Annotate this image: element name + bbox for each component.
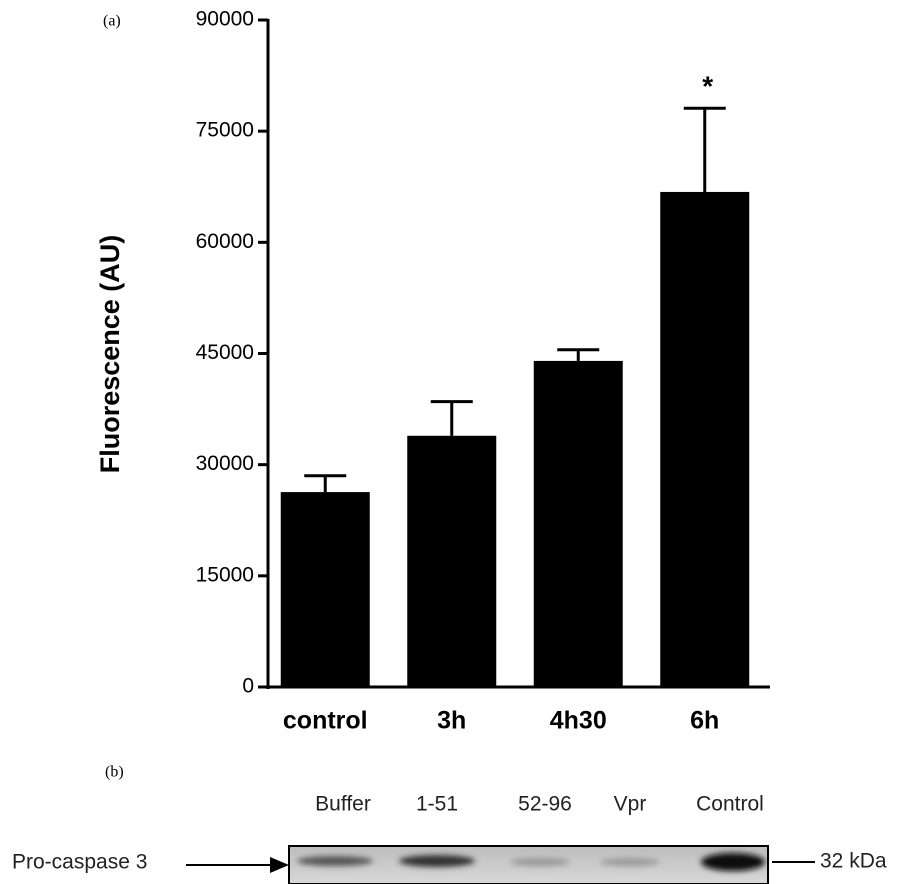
bar: [660, 192, 749, 687]
bar: [407, 436, 496, 687]
band: [701, 853, 765, 871]
band: [399, 855, 475, 867]
y-tick-label: 15000: [196, 563, 254, 586]
y-axis-label: Fluorescence (AU): [95, 235, 125, 474]
band: [510, 858, 570, 866]
panel-label: (a): [103, 13, 121, 30]
lane-label: Vpr: [614, 793, 647, 816]
arrow-head: [270, 857, 289, 873]
y-tick-label: 60000: [196, 230, 254, 253]
x-tick-label: 3h: [437, 707, 466, 735]
band-label: Pro-caspase 3: [12, 851, 147, 874]
x-tick-label: 4h30: [550, 707, 607, 735]
y-tick-label: 90000: [196, 8, 254, 31]
bar: [534, 361, 623, 687]
band: [600, 858, 660, 866]
lane-label: Buffer: [315, 793, 371, 816]
y-tick-label: 45000: [196, 341, 254, 364]
x-tick-label: control: [283, 707, 368, 735]
significance-marker: *: [702, 71, 713, 102]
bar: [281, 492, 370, 687]
lane-label: 1-51: [416, 793, 458, 816]
y-tick-label: 75000: [196, 119, 254, 142]
x-tick-label: 6h: [690, 707, 719, 735]
lane-label: Control: [696, 793, 764, 816]
lane-label: 52-96: [518, 793, 572, 816]
marker-label: 32 kDa: [820, 850, 887, 873]
y-tick-label: 0: [242, 675, 254, 698]
band: [297, 856, 373, 866]
panel-label: (b): [105, 764, 124, 781]
y-tick-label: 30000: [196, 452, 254, 475]
figure: (a) Fluorescence (AU) (b) Buffer 1-51 52-9…: [0, 0, 909, 884]
